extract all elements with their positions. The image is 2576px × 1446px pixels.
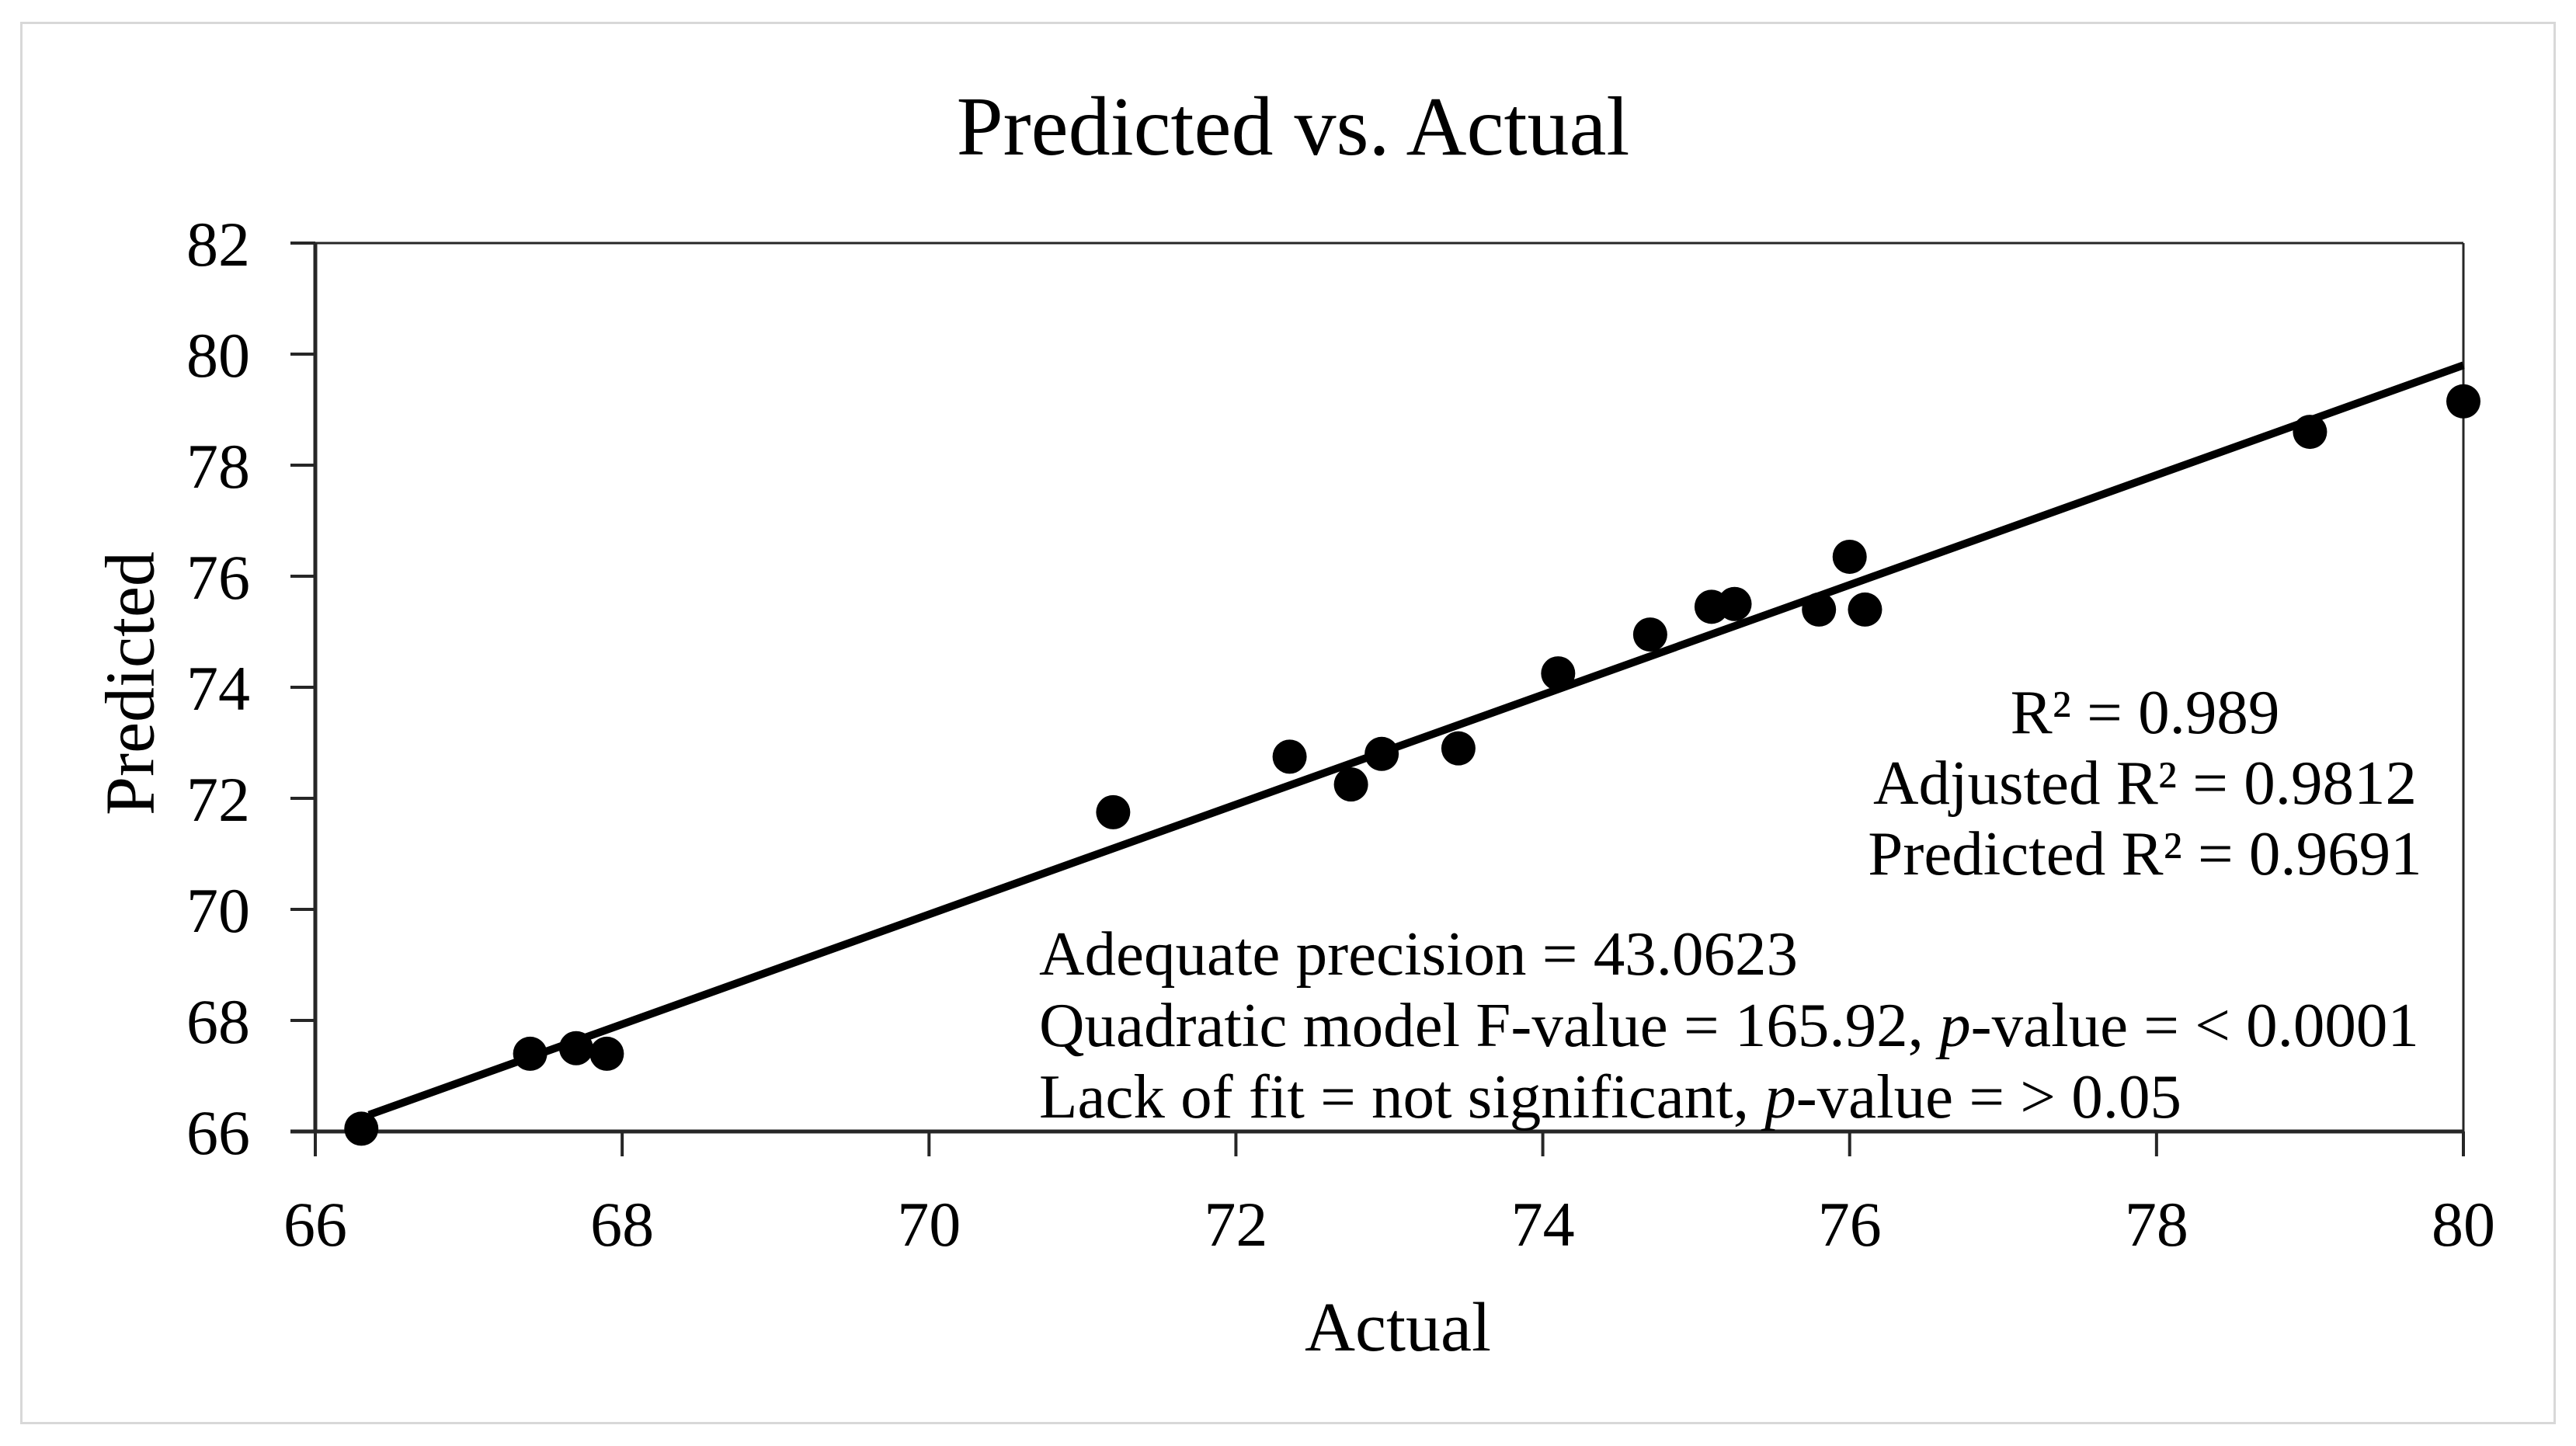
y-tick-label: 76: [186, 542, 250, 613]
data-point: [1632, 617, 1667, 652]
data-point: [1364, 736, 1399, 771]
data-point: [2446, 384, 2480, 419]
data-point: [2293, 415, 2327, 450]
chart-title: Predicted vs. Actual: [956, 81, 1630, 173]
x-tick-label: 74: [1511, 1189, 1575, 1260]
data-point: [558, 1031, 593, 1065]
y-tick-label: 80: [186, 320, 250, 391]
data-point: [1802, 592, 1837, 627]
data-point: [1096, 794, 1131, 829]
x-tick-label: 80: [2432, 1189, 2495, 1260]
x-tick-label: 68: [590, 1189, 654, 1260]
figure-border: [20, 22, 2556, 1424]
data-point: [1541, 656, 1576, 691]
trend-line: [367, 361, 2465, 1119]
data-point: [1333, 767, 1368, 802]
data-point: [1717, 586, 1752, 621]
stats-annotation: Adequate precision = 43.0623 Quadratic mo…: [1039, 918, 2419, 1132]
data-point: [1832, 539, 1867, 574]
stats-text-segment: Lack of fit = not significant,: [1039, 1062, 1765, 1131]
r2-annotation-line: Predicted R² = 0.9691: [1868, 819, 2422, 888]
y-tick-label: 72: [186, 764, 250, 835]
x-tick-label: 72: [1204, 1189, 1267, 1260]
data-point: [344, 1111, 379, 1146]
y-tick-label: 68: [186, 986, 250, 1057]
stats-text-segment: -value = < 0.0001: [1970, 990, 2419, 1060]
stats-text-segment: -value = > 0.05: [1796, 1062, 2181, 1131]
stats-italic-segment: p: [1764, 1062, 1796, 1131]
y-tick-label: 70: [186, 875, 250, 946]
y-tick-label: 66: [186, 1097, 250, 1168]
x-tick-label: 78: [2125, 1189, 2188, 1260]
y-axis-title: Predicted: [92, 551, 169, 815]
data-point: [589, 1036, 624, 1071]
stats-italic-segment: p: [1939, 990, 1971, 1060]
stats-annotation-line: Adequate precision = 43.0623: [1039, 918, 2419, 989]
stats-text-segment: Adequate precision = 43.0623: [1039, 919, 1798, 989]
stats-annotation-line: Quadratic model F-value = 165.92, p-valu…: [1039, 989, 2419, 1061]
x-tick-label: 70: [897, 1189, 961, 1260]
r2-annotation-line: Adjusted R² = 0.9812: [1873, 748, 2417, 818]
stats-text-segment: Quadratic model F-value = 165.92,: [1039, 990, 1940, 1060]
r2-annotation-line: R² = 0.989: [2010, 677, 2280, 747]
x-tick-label: 76: [1818, 1189, 1882, 1260]
x-axis-title: Actual: [1305, 1289, 1491, 1366]
data-point: [1272, 739, 1307, 774]
r2-annotation: R² = 0.989 Adjusted R² = 0.9812 Predicted …: [1868, 677, 2421, 889]
x-tick-label: 66: [283, 1189, 347, 1260]
data-point: [1848, 592, 1882, 627]
y-tick-label: 74: [186, 653, 250, 724]
y-tick-label: 78: [186, 431, 250, 502]
stats-annotation-line: Lack of fit = not significant, p-value =…: [1039, 1061, 2419, 1132]
data-point: [513, 1036, 548, 1071]
data-point: [1441, 731, 1476, 766]
y-tick-label: 82: [186, 209, 250, 280]
